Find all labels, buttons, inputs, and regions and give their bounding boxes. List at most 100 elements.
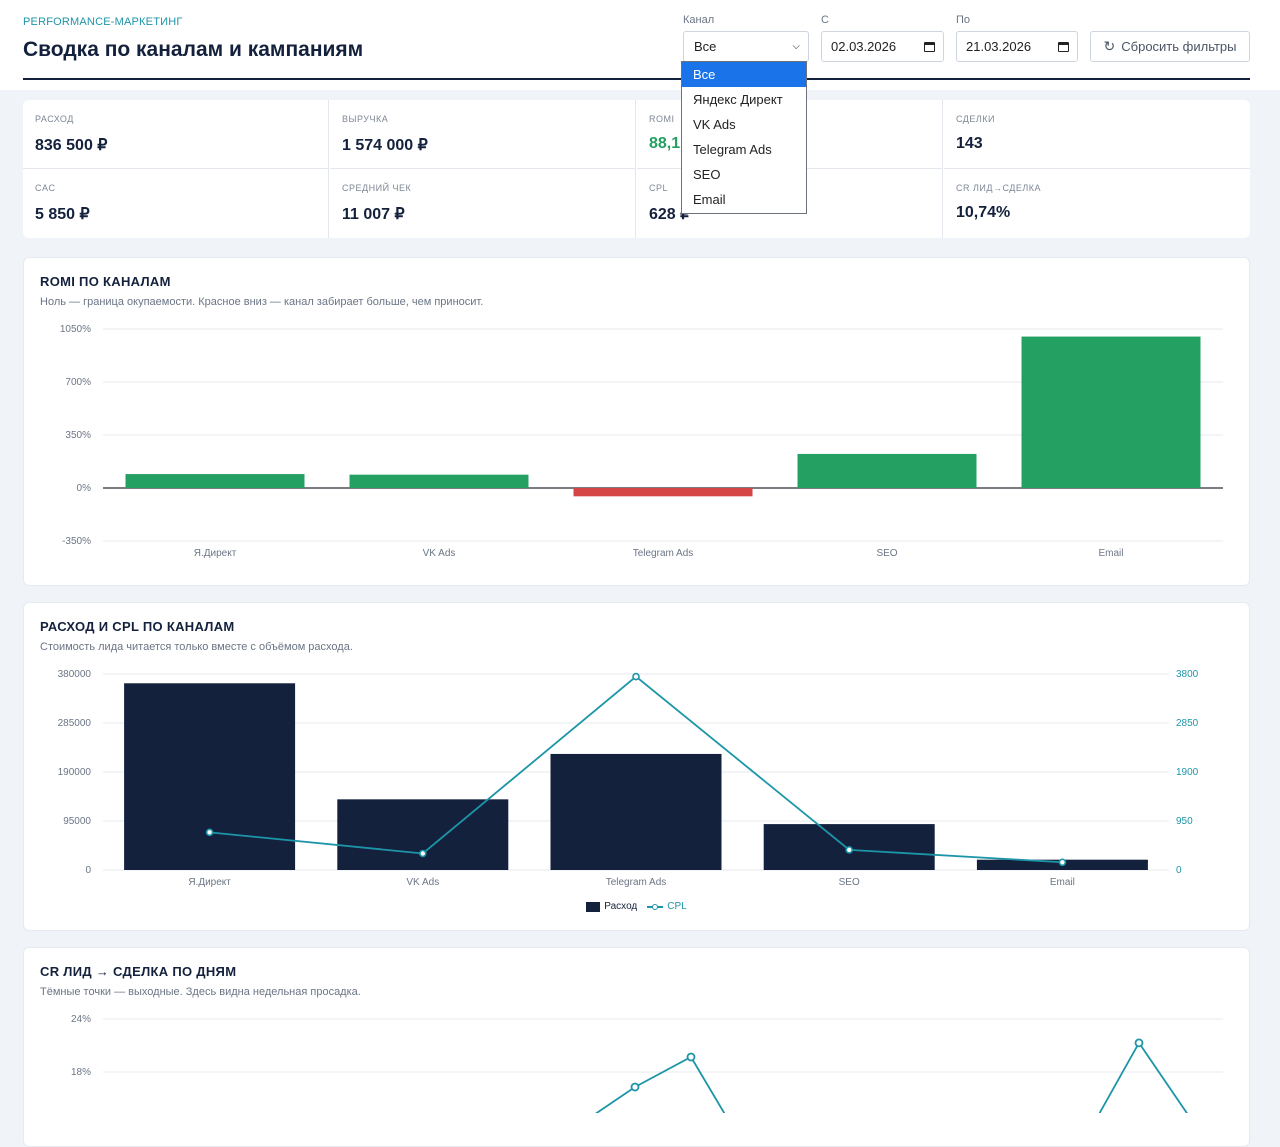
cr-point: [630, 1082, 640, 1092]
x-tick-label: Email: [1050, 877, 1075, 888]
legend-label: Расход: [604, 901, 638, 912]
y-tick-label: 285000: [58, 718, 92, 729]
page-header: PERFORMANCE-МАРКЕТИНГ Сводка по каналам …: [0, 0, 1280, 90]
cr-line: [595, 1041, 1188, 1113]
x-tick-label: SEO: [839, 877, 860, 888]
cpl-point: [205, 828, 214, 837]
legend-item-cpl[interactable]: CPL: [647, 901, 687, 912]
kpi-label: CAC: [35, 183, 56, 193]
date-from-input[interactable]: 02.03.2026: [821, 31, 944, 62]
kpi-label: Расход: [35, 114, 74, 124]
bar: [349, 474, 529, 488]
y-tick-label: 350%: [65, 430, 91, 441]
x-tick-label: Я.Директ: [188, 877, 231, 888]
legend-item-spend[interactable]: Расход: [586, 901, 637, 912]
kpi-label: CR лид→сделка: [956, 183, 1042, 193]
date-to-input[interactable]: 21.03.2026: [956, 31, 1078, 62]
x-tick-label: Я.Директ: [194, 548, 237, 559]
page-title: Сводка по каналам и кампаниям: [23, 38, 364, 61]
cr-daily-chart: 24% 18%: [71, 1014, 1223, 1113]
x-tick-label: VK Ads: [406, 877, 439, 888]
x-tick-label: Telegram Ads: [606, 877, 667, 888]
kpi-cr: CR лид→сделка 10,74%: [944, 169, 1250, 238]
chart-subtitle: Тёмные точки — выходные. Здесь видна нед…: [40, 986, 361, 998]
kpi-revenue: Выручка 1 574 000 ₽: [330, 100, 636, 169]
date-to-value: 21.03.2026: [966, 39, 1032, 54]
x-tick-label: Email: [1098, 548, 1123, 559]
header-divider: [23, 78, 1250, 80]
y-tick-label: 190000: [58, 767, 92, 778]
y-right-tick-label: 950: [1176, 816, 1193, 827]
cpl-point: [632, 672, 640, 681]
y-right-tick-label: 0: [1176, 865, 1182, 876]
dropdown-option[interactable]: Email: [693, 192, 726, 207]
bar: [1021, 336, 1201, 488]
dropdown-option[interactable]: Яндекс Директ: [693, 92, 783, 107]
legend-label: CPL: [667, 901, 687, 912]
kpi-value: 1 574 000 ₽: [342, 137, 428, 154]
legend-swatch: [647, 902, 664, 912]
channel-select[interactable]: Все ⌵: [683, 31, 809, 62]
bar: [573, 488, 753, 497]
channel-dropdown[interactable]: Все Яндекс Директ VK Ads Telegram Ads SE…: [681, 61, 807, 214]
date-from-value: 02.03.2026: [831, 39, 897, 54]
y-tick-label: 0: [85, 865, 91, 876]
kpi-cpl: CPL 628 ₽: [637, 169, 943, 238]
y-tick-label: 0%: [77, 483, 92, 494]
reset-filters-label: Сбросить фильтры: [1121, 39, 1237, 54]
cr-point: [1134, 1038, 1144, 1048]
x-tick-label: Telegram Ads: [633, 548, 694, 559]
reset-icon: ↻: [1103, 38, 1116, 54]
y-tick-label: 1050%: [60, 324, 91, 335]
legend-swatch: [586, 901, 601, 912]
kpi-label: Выручка: [342, 114, 389, 124]
kpi-label: Средний чек: [342, 183, 412, 193]
chart-title: РАСХОД И CPL ПО КАНАЛАМ: [40, 619, 235, 634]
bar: [125, 474, 305, 488]
kpi-label: Сделки: [956, 114, 996, 124]
kpi-value: 11 007 ₽: [342, 206, 405, 223]
bar: [550, 753, 722, 870]
y-tick-label: 24%: [71, 1014, 91, 1025]
kpi-value: 143: [956, 135, 983, 152]
bar: [337, 799, 509, 870]
y-tick-label: 95000: [63, 816, 91, 827]
bar: [124, 683, 296, 870]
x-tick-label: SEO: [876, 548, 897, 559]
dropdown-option[interactable]: Все: [682, 62, 806, 87]
romi-chart-card: ROMI ПО КАНАЛАМ Ноль — граница окупаемос…: [23, 257, 1250, 586]
kpi-value: 5 850 ₽: [35, 206, 90, 223]
channel-select-value: Все: [694, 39, 717, 54]
chart-subtitle: Ноль — граница окупаемости. Красное вниз…: [40, 296, 484, 308]
y-tick-label: 700%: [65, 377, 91, 388]
dropdown-option[interactable]: SEO: [693, 167, 721, 182]
kpi-panel: Расход 836 500 ₽ Выручка 1 574 000 ₽ ROM…: [23, 100, 1250, 238]
x-tick-label: VK Ads: [423, 548, 456, 559]
section-eyebrow: PERFORMANCE-МАРКЕТИНГ: [23, 16, 183, 28]
dropdown-option[interactable]: VK Ads: [693, 117, 736, 132]
cpl-point: [418, 849, 427, 858]
kpi-cac: CAC 5 850 ₽: [23, 169, 329, 238]
kpi-avg-check: Средний чек 11 007 ₽: [330, 169, 636, 238]
chevron-down-icon: ⌵: [792, 41, 800, 52]
kpi-value: 88,1: [649, 135, 681, 152]
date-from-label: С: [821, 14, 829, 26]
calendar-icon[interactable]: [1058, 41, 1069, 52]
kpi-spend: Расход 836 500 ₽: [23, 100, 329, 169]
romi-chart: 1050% 700% 350% 0% -350% Я.Директ VK Ads Telegr…: [60, 324, 1223, 559]
date-to-label: По: [956, 14, 971, 26]
chart-title: CR ЛИД → СДЕЛКА ПО ДНЯМ: [40, 964, 237, 979]
y-tick-label: -350%: [62, 536, 91, 547]
reset-filters-button[interactable]: ↻ Сбросить фильтры: [1090, 31, 1250, 62]
kpi-label: ROMI: [649, 114, 675, 124]
cr-chart-card: CR ЛИД → СДЕЛКА ПО ДНЯМ Тёмные точки — в…: [23, 947, 1250, 1147]
kpi-deals: Сделки 143: [944, 100, 1250, 169]
spend-chart-card: РАСХОД И CPL ПО КАНАЛАМ Стоимость лида ч…: [23, 602, 1250, 931]
kpi-label: CPL: [649, 183, 669, 193]
y-right-tick-label: 2850: [1176, 718, 1199, 729]
chart-legend: Расход CPL: [24, 901, 1249, 912]
y-tick-label: 380000: [58, 669, 92, 680]
dropdown-option[interactable]: Telegram Ads: [693, 142, 772, 157]
calendar-icon[interactable]: [924, 41, 935, 52]
